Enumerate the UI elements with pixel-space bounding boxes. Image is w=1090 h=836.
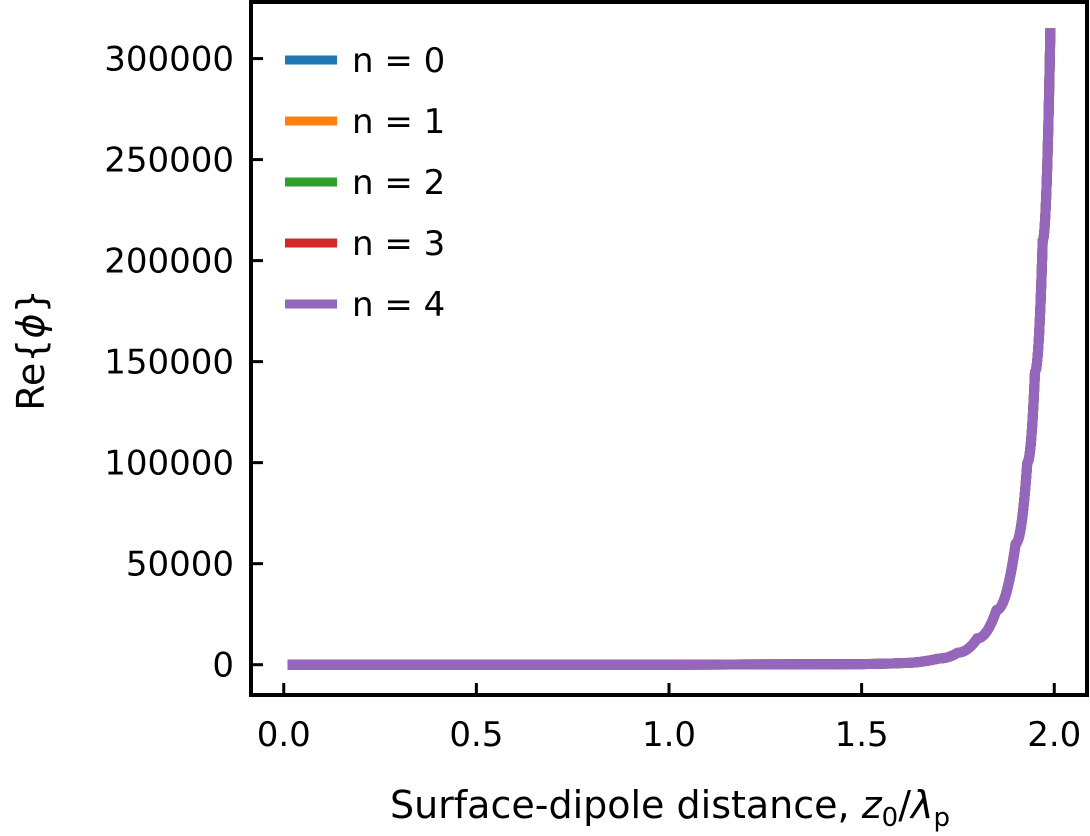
y-ticks: 0 50000 100000 150000 200000 250000 300000 — [104, 40, 263, 686]
legend-entry: n = 3 — [285, 224, 445, 264]
legend-label: n = 1 — [352, 102, 445, 142]
legend-entry: n = 0 — [285, 41, 445, 81]
legend-entry: n = 4 — [285, 285, 445, 325]
x-tick-label: 0.5 — [449, 715, 503, 755]
y-tick-label: 0 — [212, 646, 234, 686]
x-tick-label: 1.0 — [642, 715, 696, 755]
legend-label: n = 2 — [352, 163, 445, 203]
legend-label: n = 3 — [352, 224, 445, 264]
series-layer — [287, 28, 1056, 670]
y-tick-label: 300000 — [104, 40, 234, 80]
legend-label: n = 4 — [352, 285, 445, 325]
y-tick-label: 200000 — [104, 242, 234, 282]
x-tick-label: 2.0 — [1027, 715, 1081, 755]
legend: n = 0 n = 1 n = 2 n = 3 n = 4 — [285, 41, 445, 325]
y-axis-label: Re{ϕ} — [9, 289, 53, 411]
x-tick-label: 0.0 — [257, 715, 311, 755]
x-axis-label: Surface-dipole distance, z0/λp — [390, 783, 950, 833]
legend-entry: n = 2 — [285, 163, 445, 203]
y-tick-label: 100000 — [104, 444, 234, 484]
y-tick-label: 250000 — [104, 141, 234, 181]
x-tick-label: 1.5 — [835, 715, 889, 755]
series-line-4 — [287, 28, 1056, 670]
y-tick-label: 50000 — [126, 545, 234, 585]
legend-entry: n = 1 — [285, 102, 445, 142]
x-ticks: 0.0 0.5 1.0 1.5 2.0 — [257, 683, 1081, 755]
y-tick-label: 150000 — [104, 343, 234, 383]
legend-label: n = 0 — [352, 41, 445, 81]
